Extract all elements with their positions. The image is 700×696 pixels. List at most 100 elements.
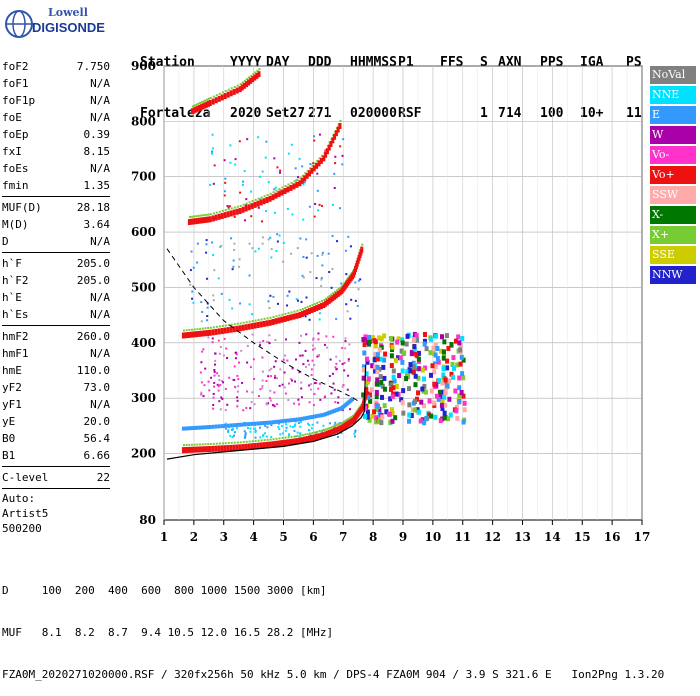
echo-dot: [432, 381, 437, 387]
trace-mark: [320, 300, 323, 303]
legend-item: W: [650, 126, 696, 144]
trace-mark: [298, 180, 302, 187]
echo-dot: [277, 425, 280, 428]
trace-mark: [200, 217, 204, 224]
param-name: yF1: [2, 398, 22, 411]
echo-dot: [416, 409, 421, 415]
echo-dot: [300, 334, 303, 337]
header-value-10: 10+: [580, 106, 604, 121]
param-row: h`F2 205.0: [2, 272, 110, 289]
trace-mark: [330, 426, 333, 429]
echo-dot: [416, 390, 421, 396]
echo-dot: [308, 205, 311, 208]
echo-dot: [411, 364, 416, 370]
echo-dot: [457, 385, 462, 391]
trace-mark: [325, 299, 329, 306]
echo-dot: [321, 251, 324, 254]
trace-mark: [322, 432, 326, 439]
echo-dot: [286, 294, 289, 297]
logo-globe-icon: [5, 10, 33, 38]
echo-dot: [354, 429, 357, 432]
trace-mark: [242, 203, 245, 206]
echo-dot: [451, 365, 456, 371]
echo-dot: [210, 376, 213, 379]
echo-dot: [365, 337, 370, 343]
trace-mark: [361, 243, 364, 246]
echo-dot: [259, 341, 262, 344]
echo-dot: [309, 388, 312, 391]
trace-mark: [250, 421, 254, 426]
echo-dot: [412, 346, 417, 352]
echo-dot: [206, 306, 209, 309]
echo-dot: [214, 352, 217, 355]
trace-mark: [311, 164, 314, 167]
trace-mark: [236, 205, 239, 208]
trace-mark: [220, 94, 224, 101]
echo-dot: [333, 187, 336, 190]
header-value-4: 020000: [350, 106, 397, 121]
trace-mark: [289, 184, 293, 191]
trace-mark: [253, 74, 257, 81]
echo-dot: [275, 249, 278, 252]
param-value: 7.750: [76, 60, 110, 73]
echo-dot: [246, 138, 249, 141]
x-tick-label: 10: [425, 530, 442, 544]
param-name: foF1p: [2, 94, 36, 107]
echo-dot: [460, 371, 465, 377]
trace-mark: [283, 188, 287, 195]
echo-dot: [250, 215, 253, 218]
echo-dot: [259, 436, 262, 439]
echo-dot: [447, 396, 452, 402]
trace-mark: [265, 420, 269, 425]
trace-mark: [208, 329, 212, 336]
x-tick-label: 2: [190, 530, 198, 544]
echo-dot: [348, 343, 351, 346]
trace-mark: [352, 415, 355, 418]
echo-dot: [259, 198, 262, 201]
trace-mark: [324, 151, 328, 158]
echo-dot: [269, 236, 272, 239]
echo-dot: [309, 271, 312, 274]
trace-mark: [289, 314, 293, 321]
trace-mark: [262, 320, 266, 327]
trace-mark: [366, 384, 369, 387]
trace-mark: [328, 427, 331, 430]
trace-mark: [265, 441, 269, 448]
echo-dot: [282, 260, 285, 263]
trace-mark: [263, 439, 266, 442]
echo-dot: [398, 355, 403, 361]
param-row: M(D) 3.64: [2, 216, 110, 233]
trace-mark: [181, 332, 185, 339]
x-tick-label: 17: [634, 530, 651, 544]
echo-dot: [317, 209, 320, 212]
trace-mark: [313, 162, 316, 165]
echo-dot: [246, 361, 249, 364]
echo-dot: [308, 429, 311, 432]
echo-dot: [321, 431, 324, 434]
trace-mark: [233, 206, 236, 209]
param-value: 22: [96, 471, 110, 484]
param-row: foEs N/A: [2, 160, 110, 177]
trace-mark: [192, 218, 196, 225]
trace-mark: [293, 310, 296, 313]
echo-dot: [285, 338, 288, 341]
trace-mark: [304, 307, 307, 310]
echo-dot: [207, 380, 210, 383]
footer-fileinfo: FZA0M_2020271020000.RSF / 320fx256h 50 k…: [2, 668, 665, 681]
echo-dot: [331, 203, 334, 206]
echo-dot: [344, 340, 347, 343]
trace-mark: [184, 332, 188, 339]
echo-dot: [441, 389, 446, 395]
trace-mark: [319, 303, 323, 310]
trace-mark: [336, 291, 340, 297]
echo-dot: [392, 378, 397, 384]
echo-dot: [268, 306, 271, 309]
echo-dot: [288, 382, 291, 385]
param-row: MUF(D) 28.18: [2, 199, 110, 216]
echo-dot: [443, 402, 448, 408]
echo-dot: [279, 368, 282, 371]
trace-mark: [287, 312, 290, 315]
trace-mark: [323, 429, 326, 432]
trace-mark: [238, 325, 242, 332]
trace-mark: [195, 446, 199, 453]
